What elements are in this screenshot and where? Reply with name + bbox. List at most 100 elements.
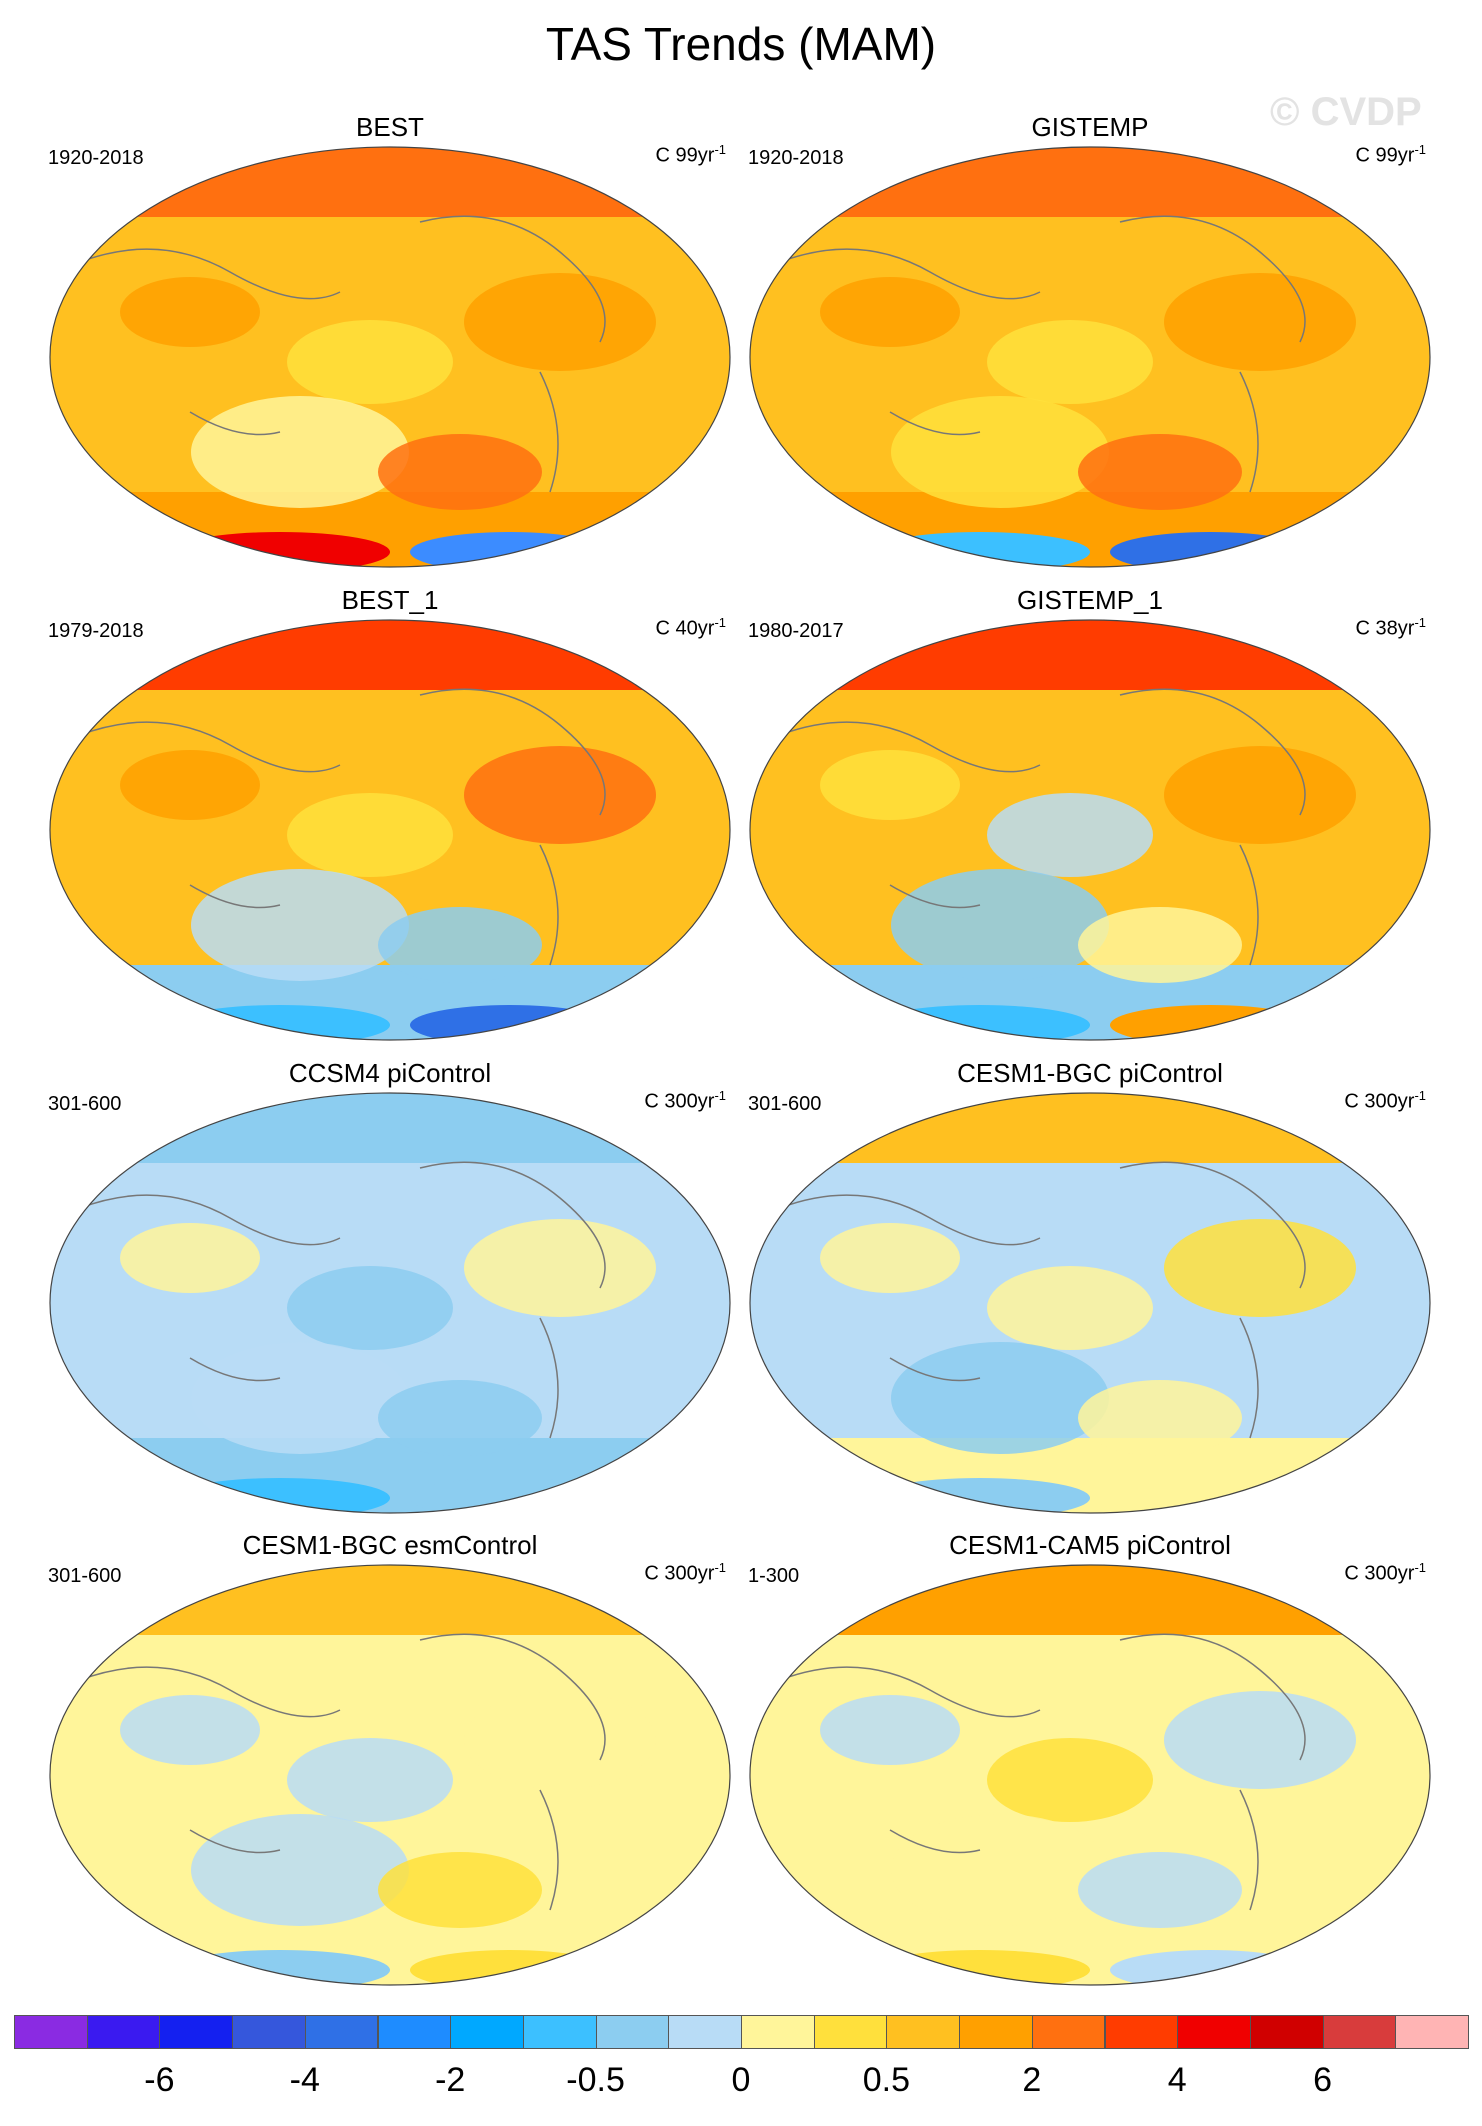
units-prefix: C: [644, 1562, 665, 1585]
colorbar-tick-label: 0: [731, 2061, 751, 2099]
units-number: 300yr: [1364, 1090, 1415, 1113]
panel-period: 301-600: [748, 1093, 822, 1115]
coastline: [79, 215, 606, 493]
trend-region: [1078, 1852, 1242, 1928]
trend-region: [820, 1223, 960, 1293]
colorbar-swatch: [1104, 2015, 1179, 2049]
map-border: [49, 619, 731, 1041]
colorbar-tick-label: -0.5: [566, 2061, 625, 2099]
trend-region: [191, 1814, 409, 1926]
units-prefix: C: [655, 617, 676, 640]
colorbar-tick-label: 2: [1022, 2061, 1042, 2099]
trend-region: [464, 1219, 656, 1317]
colorbar-swatch: [1322, 2015, 1397, 2049]
southern-band: [750, 965, 1430, 1040]
units-prefix: C: [644, 1090, 665, 1113]
southern-band: [50, 492, 730, 567]
colorbar-swatch: [159, 2015, 234, 2049]
arctic-band: [50, 1093, 730, 1163]
units-number: 99yr: [1375, 144, 1415, 167]
antarctic-region: [1110, 1005, 1310, 1040]
map-panel: BEST 1920-2018 C 99yr-1: [40, 112, 740, 582]
southern-band: [50, 1438, 730, 1513]
panel-title: CESM1-CAM5 piControl: [949, 1530, 1231, 1560]
colorbar-swatch: [232, 2015, 306, 2049]
trend-region: [120, 1695, 260, 1765]
trend-region: [1164, 1219, 1356, 1317]
map-border: [749, 146, 1431, 568]
panel-units: C 38yr-1: [1356, 611, 1426, 641]
world-map: [749, 1092, 1431, 1514]
units-prefix: C: [1355, 144, 1376, 167]
colorbar-swatch: [886, 2015, 961, 2049]
colorbar-swatch: [450, 2015, 524, 2049]
trend-region: [1078, 907, 1242, 983]
coastline: [779, 215, 1306, 493]
map-panel: BEST_1 1979-2018 C 40yr-1: [40, 585, 740, 1055]
antarctic-region: [410, 532, 610, 567]
units-number: 40yr: [675, 617, 715, 640]
trend-region: [378, 434, 542, 510]
southern-band: [50, 1910, 730, 1985]
world-map: [749, 619, 1431, 1041]
trend-region: [1164, 273, 1356, 371]
units-number: 300yr: [664, 1562, 715, 1585]
trend-region: [287, 320, 453, 404]
colorbar-swatch: [1177, 2015, 1251, 2049]
map-border: [749, 1564, 1431, 1986]
coastline: [79, 1633, 606, 1911]
colorbar-swatch: [595, 2015, 670, 2049]
panel-title: GISTEMP: [1031, 112, 1149, 142]
coastline: [779, 688, 1306, 966]
colorbar-swatch: [1031, 2015, 1106, 2049]
trend-region: [1164, 1691, 1356, 1789]
units-prefix: C: [655, 144, 676, 167]
units-prefix: C: [1355, 617, 1376, 640]
panel-units: C 300yr-1: [1344, 1556, 1426, 1586]
antarctic-region: [410, 1478, 610, 1513]
units-prefix: C: [1344, 1562, 1365, 1585]
world-map: [49, 1564, 731, 1986]
trend-region: [191, 869, 409, 981]
map-panel: CESM1-BGC piControl 301-600 C 300yr-1: [740, 1058, 1440, 1528]
trend-region: [120, 750, 260, 820]
trend-region: [987, 1738, 1153, 1822]
units-number: 38yr: [1375, 617, 1415, 640]
panel-title: GISTEMP_1: [1017, 585, 1163, 615]
figure-title: TAS Trends (MAM): [545, 18, 937, 70]
arctic-band: [50, 620, 730, 690]
trend-region: [120, 277, 260, 347]
arctic-band: [50, 1565, 730, 1635]
panel-units: C 300yr-1: [644, 1556, 726, 1586]
panel-period: 1-300: [748, 1565, 800, 1587]
panel-period: 1920-2018: [48, 147, 144, 169]
trend-region: [987, 793, 1153, 877]
colorbar-tick-label: -6: [144, 2061, 175, 2099]
panel-units: C 99yr-1: [656, 138, 726, 168]
trend-region: [378, 1380, 542, 1456]
trend-region: [120, 1223, 260, 1293]
antarctic-region: [410, 1950, 610, 1985]
southern-band: [750, 492, 1430, 567]
colorbar-swatch: [959, 2015, 1033, 2049]
map-panel: CESM1-CAM5 piControl 1-300 C 300yr-1: [740, 1530, 1440, 2000]
antarctic-region: [1110, 1478, 1310, 1513]
panel-units: C 99yr-1: [1356, 138, 1426, 168]
trend-region: [820, 750, 960, 820]
colorbar-tick-label: -2: [435, 2061, 466, 2099]
panel-units: C 300yr-1: [1344, 1084, 1426, 1114]
coastline: [79, 688, 606, 966]
map-panel: CESM1-BGC esmControl 301-600 C 300yr-1: [40, 1530, 740, 2000]
trend-region: [378, 907, 542, 983]
trend-region: [820, 1695, 960, 1765]
southern-band: [50, 965, 730, 1040]
trend-region: [1078, 434, 1242, 510]
trend-region: [287, 1738, 453, 1822]
trend-region: [191, 1342, 409, 1454]
coastline: [779, 1161, 1306, 1439]
map-border: [49, 1092, 731, 1514]
trend-region: [287, 793, 453, 877]
coastline: [779, 1633, 1306, 1911]
antarctic-region: [1110, 532, 1310, 567]
units-number: 99yr: [675, 144, 715, 167]
